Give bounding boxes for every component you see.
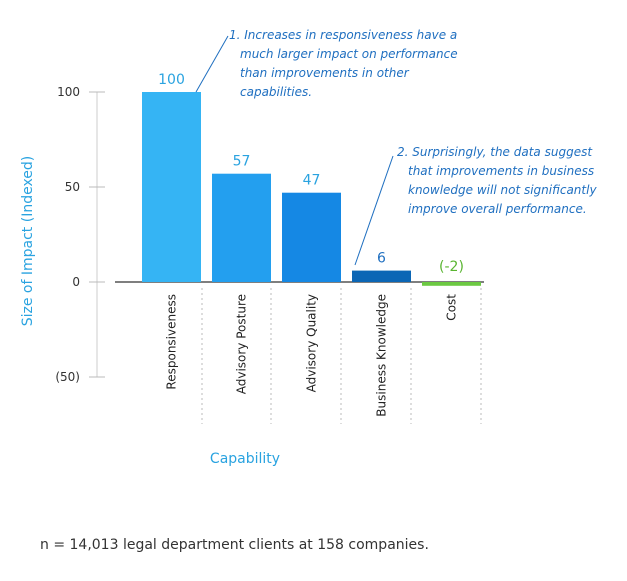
bar-advisory-quality: [282, 192, 341, 282]
bar-advisory-posture: [212, 173, 271, 282]
annotation-text: knowledge will not significantly: [408, 183, 597, 197]
annotation-leader-line: [195, 35, 229, 93]
data-label: 6: [377, 251, 386, 267]
annotation-text: much larger impact on performance: [240, 47, 458, 61]
annotations: 1. Increases in responsiveness have a muc…: [195, 28, 597, 266]
data-label: 57: [233, 154, 251, 170]
data-label: 47: [303, 173, 321, 189]
annotation-text: than improvements in other: [240, 66, 410, 80]
bar-responsiveness: [142, 92, 201, 282]
annotation-text: 1. Increases in responsiveness have a: [229, 28, 457, 42]
y-tick-label: 100: [57, 85, 80, 99]
annotation-text: that improvements in business: [408, 164, 594, 178]
category-label: Cost: [445, 294, 459, 321]
bar-cost: [422, 282, 481, 286]
y-tick-label: 50: [65, 180, 80, 194]
footnote: n = 14,013 legal department clients at 1…: [40, 537, 429, 553]
y-tick-label: 0: [72, 275, 80, 289]
x-axis-title: Capability: [210, 451, 280, 467]
annotation-text: improve overall performance.: [408, 202, 587, 216]
annotation-text: capabilities.: [240, 85, 312, 99]
category-label: Responsiveness: [165, 294, 179, 390]
bar-business-knowledge: [352, 270, 411, 282]
labels: 100 Responsiveness 57 Advisory Posture 47 Adv…: [158, 72, 464, 417]
category-label: Advisory Posture: [235, 294, 249, 394]
y-tick-label: (50): [55, 370, 80, 384]
data-label: (-2): [439, 259, 464, 275]
annotation-text: 2. Surprisingly, the data suggest: [397, 145, 593, 159]
data-label: 100: [158, 72, 185, 88]
annotation-leader-line: [354, 155, 394, 266]
category-label: Advisory Quality: [305, 294, 319, 392]
y-axis-title: Size of Impact (Indexed): [20, 156, 36, 327]
category-label: Business Knowledge: [375, 294, 389, 417]
bars: [142, 92, 481, 286]
